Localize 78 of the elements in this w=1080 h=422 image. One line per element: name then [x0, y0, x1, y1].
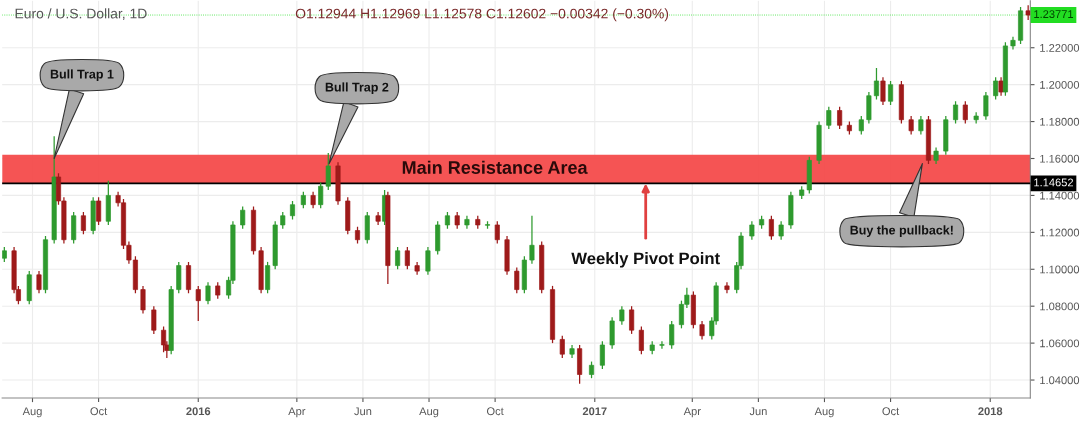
y-tick-label: 1.12000: [1040, 228, 1080, 237]
candlestick: [998, 76, 1004, 97]
candlestick: [265, 261, 271, 294]
candlestick: [908, 115, 914, 136]
x-tick-label: Jun: [354, 407, 372, 416]
x-tick-label: Aug: [22, 407, 42, 418]
x-tick-label: 2016: [186, 407, 211, 416]
y-tick-label: 1.06000: [1040, 339, 1080, 348]
candlestick: [494, 220, 500, 245]
candlestick: [195, 285, 201, 322]
x-tick-label: Apr: [288, 407, 306, 418]
ref-line-label: 1.14652: [1034, 178, 1074, 187]
y-tick-label: 1.14000: [1040, 191, 1080, 200]
candlestick: [609, 316, 615, 350]
candlestick: [71, 211, 77, 245]
y-tick-label: 1.18000: [1040, 117, 1080, 126]
candlestick: [918, 115, 924, 136]
y-tick-label: 1.20000: [1040, 80, 1080, 89]
annotation: Buy the pullback!: [850, 225, 953, 237]
candlestick: [80, 211, 86, 235]
candlestick: [151, 305, 157, 335]
candlestick: [778, 220, 784, 241]
x-tick-label: Aug: [814, 407, 834, 418]
x-tick-label: Aug: [419, 407, 439, 418]
candlestick: [599, 340, 605, 370]
candlestick: [873, 67, 879, 101]
candlestick: [559, 335, 565, 359]
y-tick-label: 1.08000: [1040, 302, 1080, 311]
candlestick: [659, 340, 665, 350]
candlestick: [858, 115, 864, 136]
candlestick: [176, 261, 182, 294]
annotation: Bull Trap 2: [325, 82, 389, 95]
candlestick: [185, 261, 192, 294]
candlestick: [880, 76, 886, 106]
x-tick-label: Jun: [749, 407, 767, 416]
chart-title: Euro / U.S. Dollar, 1D: [15, 8, 147, 21]
candlestick: [638, 325, 644, 355]
candlestick: [140, 285, 146, 315]
candlestick: [669, 320, 675, 350]
x-tick-label: Apr: [683, 407, 701, 418]
candlestick: [699, 320, 705, 341]
candlestick: [629, 305, 635, 335]
candlestick: [395, 246, 401, 270]
x-tick-label: 2018: [978, 407, 1003, 416]
text: O1.12944 H1.12969 L1.12578 C1.12602 −0.00342 (−0.30%): [295, 8, 669, 22]
x-tick-label: 2017: [582, 407, 607, 416]
candlestick: [425, 246, 431, 276]
y-tick-label: 1.10000: [1040, 265, 1080, 274]
candlestick: [364, 211, 370, 245]
annotation: Weekly Pivot Point: [571, 252, 720, 268]
y-tick-label: 1.04000: [1040, 376, 1080, 385]
candlestick: [240, 205, 246, 230]
candlestick: [529, 215, 535, 265]
ref-line-label: 1.23771: [1034, 10, 1074, 19]
candlestick: [837, 106, 843, 130]
candlestick: [96, 196, 102, 226]
candlestick: [962, 100, 968, 125]
candlestick: [768, 215, 774, 241]
y-tick-label: 1.22000: [1040, 44, 1080, 52]
candlestick: [205, 281, 211, 305]
candlestick: [514, 266, 520, 294]
candlestick: [749, 220, 755, 241]
x-tick-label: Oct: [487, 407, 504, 416]
x-tick-label: Oct: [882, 407, 900, 416]
band-label: Main Resistance Area: [402, 160, 588, 174]
y-tick-label: 1.16000: [1040, 154, 1080, 163]
candlestick: [404, 246, 410, 270]
candlestick: [953, 100, 959, 125]
candlestick: [826, 106, 832, 130]
candlestick: [866, 91, 872, 125]
candlestick: [36, 270, 42, 294]
candlestick: [983, 91, 989, 121]
candlestick: [993, 76, 999, 101]
candlestick: [290, 200, 296, 221]
annotation: Bull Trap 1: [50, 69, 114, 81]
candlestick: [619, 305, 625, 326]
candlestick: [888, 80, 894, 106]
x-tick-label: Oct: [90, 407, 108, 416]
